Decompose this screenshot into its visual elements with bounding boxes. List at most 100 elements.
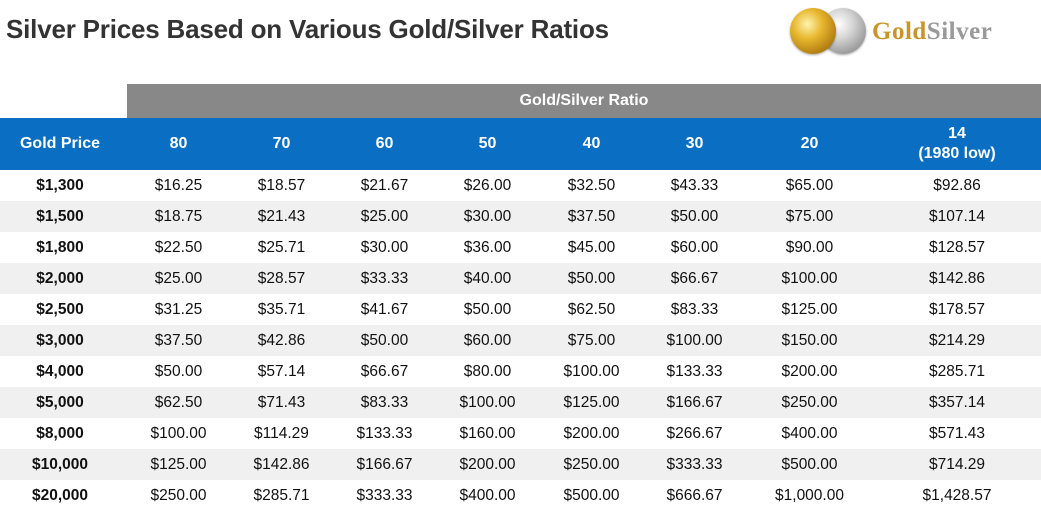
gold-price-cell: $8,000: [36, 424, 84, 442]
silver-price-cell: $50.00: [463, 300, 512, 318]
silver-price-cell: $250.00: [781, 393, 838, 411]
silver-price-cell: $37.50: [567, 207, 616, 225]
silver-price-cell: $30.00: [463, 207, 512, 225]
silver-price-cell: $40.00: [463, 269, 512, 287]
silver-price-cell: $214.29: [928, 331, 986, 349]
gold-coin-icon: [790, 8, 836, 54]
table-row: $8,000 $100.00 $114.29 $133.33 $160.00 $200.0…: [0, 418, 1041, 449]
silver-price-cell: $250.00: [563, 455, 620, 473]
coins-icon: [790, 6, 870, 58]
silver-price-cell: $200.00: [781, 362, 838, 380]
silver-price-cell: $32.50: [567, 176, 616, 194]
silver-price-cell: $31.25: [154, 300, 203, 318]
silver-price-cell: $50.00: [154, 362, 203, 380]
silver-price-cell: $160.00: [459, 424, 516, 442]
table-body: $1,300 $16.25 $18.57 $21.67 $26.00 $32.50 $43.…: [0, 170, 1041, 511]
silver-price-cell: $18.75: [154, 207, 203, 225]
silver-price-cell: $80.00: [463, 362, 512, 380]
table-header-row: Gold Price 80 70 60 50 40 30 20 14 (1980…: [0, 118, 1041, 170]
silver-price-cell: $125.00: [781, 300, 838, 318]
gold-price-cell: $3,000: [36, 331, 84, 349]
gold-price-cell: $2,500: [36, 300, 84, 318]
silver-price-cell: $400.00: [781, 424, 838, 442]
silver-price-cell: $62.50: [154, 393, 203, 411]
silver-price-cell: $333.33: [356, 486, 413, 504]
silver-price-cell: $45.00: [567, 238, 616, 256]
silver-price-cell: $75.00: [567, 331, 616, 349]
silver-price-cell: $83.33: [670, 300, 719, 318]
silver-price-cell: $107.14: [928, 207, 986, 225]
silver-price-cell: $714.29: [928, 455, 986, 473]
silver-price-cell: $200.00: [563, 424, 620, 442]
table-row: $1,300 $16.25 $18.57 $21.67 $26.00 $32.50 $43.…: [0, 170, 1041, 201]
silver-price-cell: $150.00: [781, 331, 838, 349]
table-row: $3,000 $37.50 $42.86 $50.00 $60.00 $75.00 $100…: [0, 325, 1041, 356]
silver-price-cell: $36.00: [463, 238, 512, 256]
silver-price-cell: $16.25: [154, 176, 203, 194]
table-row: $2,500 $31.25 $35.71 $41.67 $50.00 $62.50 $83.…: [0, 294, 1041, 325]
logo-gold-text: Gold: [872, 18, 927, 45]
silver-price-cell: $25.00: [154, 269, 203, 287]
silver-price-cell: $75.00: [785, 207, 834, 225]
table-row: $5,000 $62.50 $71.43 $83.33 $100.00 $125.00 $1…: [0, 387, 1041, 418]
header-ratio-70: 70: [272, 135, 291, 152]
header-ratio-30: 30: [685, 135, 704, 152]
gold-price-cell: $5,000: [36, 393, 84, 411]
silver-price-cell: $50.00: [567, 269, 616, 287]
silver-price-cell: $25.00: [360, 207, 409, 225]
silver-price-cell: $571.43: [928, 424, 986, 442]
silver-price-cell: $178.57: [928, 300, 986, 318]
silver-price-cell: $66.67: [670, 269, 719, 287]
silver-price-cell: $128.57: [928, 238, 986, 256]
silver-price-cell: $30.00: [360, 238, 409, 256]
silver-price-cell: $166.67: [666, 393, 723, 411]
gold-price-cell: $10,000: [31, 455, 89, 473]
silver-price-cell: $1,428.57: [922, 486, 992, 504]
header-ratio-80: 80: [169, 135, 188, 152]
silver-price-cell: $133.33: [666, 362, 723, 380]
silver-price-cell: $66.67: [360, 362, 409, 380]
silver-price-cell: $200.00: [459, 455, 516, 473]
gold-price-cell: $1,300: [36, 176, 84, 194]
silver-price-cell: $266.67: [666, 424, 723, 442]
header-ratio-14-note: (1980 low): [918, 145, 996, 162]
silver-price-cell: $18.57: [257, 176, 306, 194]
logo-wordmark: GoldSilver: [872, 18, 992, 46]
silver-price-cell: $43.33: [670, 176, 719, 194]
silver-price-cell: $60.00: [463, 331, 512, 349]
silver-price-cell: $142.86: [253, 455, 310, 473]
silver-price-cell: $92.86: [933, 176, 981, 194]
silver-price-cell: $33.33: [360, 269, 409, 287]
table-row: $2,000 $25.00 $28.57 $33.33 $40.00 $50.00 $66.…: [0, 263, 1041, 294]
silver-price-cell: $100.00: [459, 393, 516, 411]
gold-price-cell: $4,000: [36, 362, 84, 380]
silver-price-cell: $114.29: [254, 424, 309, 442]
silver-price-cell: $57.14: [257, 362, 306, 380]
table-row: $20,000 $250.00 $285.71 $333.33 $400.00 $500.…: [0, 480, 1041, 511]
table-row: $1,500 $18.75 $21.43 $25.00 $30.00 $37.50 $50.…: [0, 201, 1041, 232]
table-row: $4,000 $50.00 $57.14 $66.67 $80.00 $100.00 $13…: [0, 356, 1041, 387]
silver-price-cell: $100.00: [150, 424, 207, 442]
silver-price-cell: $50.00: [670, 207, 719, 225]
silver-price-cell: $133.33: [356, 424, 413, 442]
silver-price-cell: $41.67: [360, 300, 409, 318]
silver-price-cell: $100.00: [781, 269, 838, 287]
silver-price-cell: $285.71: [253, 486, 310, 504]
silver-price-cell: $166.67: [356, 455, 413, 473]
silver-price-cell: $60.00: [670, 238, 719, 256]
page-title: Silver Prices Based on Various Gold/Silv…: [6, 14, 609, 44]
silver-price-cell: $65.00: [785, 176, 834, 194]
silver-price-cell: $28.57: [257, 269, 306, 287]
silver-price-cell: $142.86: [928, 269, 986, 287]
silver-price-cell: $35.71: [257, 300, 306, 318]
silver-price-cell: $21.67: [360, 176, 409, 194]
silver-price-cell: $666.67: [666, 486, 723, 504]
ratio-group-header: Gold/Silver Ratio: [127, 84, 1041, 118]
header-ratio-14-value: 14: [948, 125, 966, 142]
silver-price-cell: $500.00: [563, 486, 620, 504]
silver-price-cell: $1,000.00: [775, 486, 844, 504]
gold-price-cell: $1,800: [36, 238, 84, 256]
gold-price-cell: $20,000: [31, 486, 89, 504]
silver-price-cell: $400.00: [459, 486, 516, 504]
table-row: $1,800 $22.50 $25.71 $30.00 $36.00 $45.00 $60.…: [0, 232, 1041, 263]
